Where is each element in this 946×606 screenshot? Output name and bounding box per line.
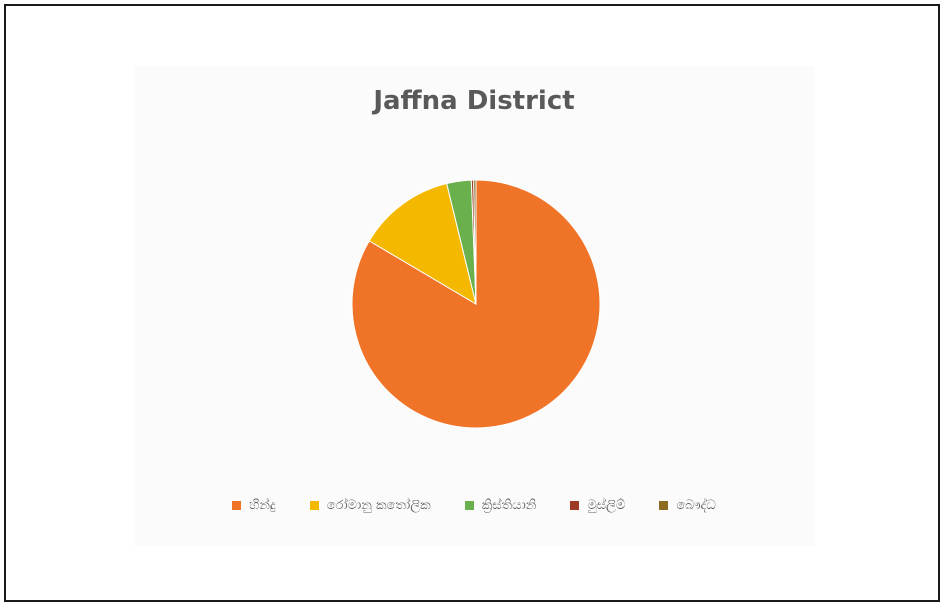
legend-item-4: මුස්ලිම් <box>570 498 625 513</box>
legend-swatch <box>232 501 242 510</box>
legend-label: මුස්ලිම් <box>587 498 626 513</box>
pie-slice-2 <box>368 182 477 306</box>
legend-label: රෝමානු කතෝලික <box>326 498 431 513</box>
legend: හින්දු රෝමානු කතෝලික ක්‍රිස්තියානි මුස්ලිම්… <box>134 498 814 513</box>
chart-title: Jaffna District <box>373 86 575 116</box>
legend-swatch <box>464 501 474 510</box>
legend-item-3: ක්‍රිස්තියානි <box>464 498 537 513</box>
legend-label: බෞද්ධ <box>676 498 716 513</box>
legend-item-5: බෞද්ධ <box>659 498 716 513</box>
legend-item-1: හින්දු <box>232 498 276 513</box>
pie-slice-5 <box>473 179 477 305</box>
pie-chart <box>351 179 601 429</box>
legend-swatch <box>570 501 580 510</box>
legend-swatch <box>659 501 669 510</box>
pie-slice-1 <box>351 179 601 429</box>
chart-area: Jaffna District හින්දු රෝමානු කතෝලික ක්‍රි… <box>134 66 814 546</box>
legend-item-2: රෝමානු කතෝලික <box>309 498 431 513</box>
legend-label: ක්‍රිස්තියානි <box>481 498 537 513</box>
legend-swatch <box>309 501 319 510</box>
figure-frame: Jaffna District හින්දු රෝමානු කතෝලික ක්‍රි… <box>4 4 940 602</box>
legend-label: හින්දු <box>249 498 276 513</box>
